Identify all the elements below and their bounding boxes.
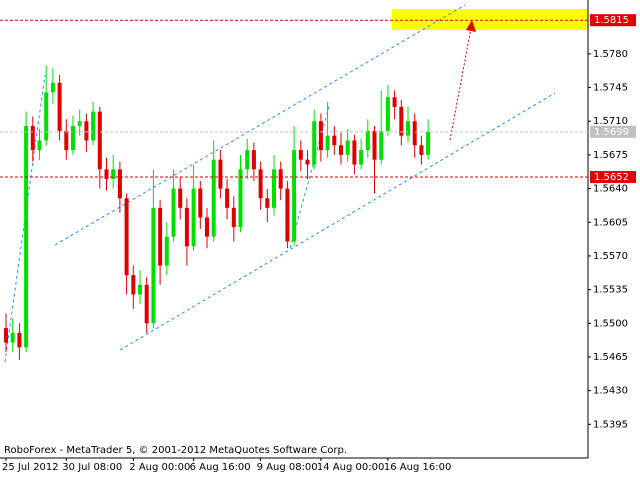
- candle-body: [111, 169, 116, 179]
- candle-body: [205, 217, 209, 237]
- candle-body: [298, 150, 303, 160]
- candle-body: [379, 130, 384, 160]
- candle-body: [352, 140, 357, 165]
- candle-body: [332, 135, 337, 146]
- candle-body: [4, 328, 8, 343]
- candle-body: [50, 82, 55, 93]
- x-tick-label: 25 Jul 2012: [2, 462, 59, 473]
- candle-body: [372, 130, 377, 160]
- y-tick-label: 1.5570: [593, 251, 628, 262]
- candle-body: [144, 284, 149, 324]
- candle-body: [345, 140, 350, 155]
- candle-body: [184, 207, 189, 247]
- x-tick-label: 14 Aug 00:00: [317, 462, 384, 473]
- candle-body: [211, 159, 216, 237]
- candle-body: [359, 150, 364, 165]
- price-label-box: [590, 14, 636, 27]
- price-label: 1.5815: [594, 15, 629, 26]
- candle-body: [412, 121, 417, 146]
- candle-body: [44, 92, 49, 141]
- y-tick-label: 1.5780: [593, 49, 628, 60]
- candle-body: [272, 169, 276, 208]
- y-tick-label: 1.5500: [593, 318, 628, 329]
- candle-body: [426, 131, 431, 155]
- x-tick-label: 2 Aug 00:00: [129, 462, 190, 473]
- candle-body: [238, 169, 243, 228]
- candle-body: [64, 130, 69, 151]
- candle-body: [191, 188, 196, 247]
- candle-body: [258, 169, 263, 199]
- candle-body: [171, 188, 176, 237]
- target-zone: [392, 9, 588, 30]
- price-label: 1.5652: [594, 172, 629, 183]
- candle-body: [30, 126, 35, 151]
- y-tick-label: 1.5465: [593, 352, 628, 363]
- footer: RoboForex - MetaTrader 5, © 2001-2012 Me…: [4, 445, 347, 456]
- candle-body: [365, 130, 370, 151]
- candle-body: [225, 188, 230, 208]
- candle-body: [71, 126, 75, 151]
- candle-body: [265, 198, 270, 208]
- candle-body: [57, 82, 62, 131]
- x-tick-label: 9 Aug 08:00: [257, 462, 318, 473]
- y-tick-label: 1.5640: [593, 184, 628, 195]
- candle-body: [318, 121, 323, 151]
- candle-body: [124, 198, 129, 276]
- y-tick-label: 1.5395: [593, 419, 628, 430]
- y-tick-label: 1.5535: [593, 285, 628, 296]
- y-tick-label: 1.5710: [593, 116, 628, 127]
- x-tick-label: 16 Aug 16:00: [384, 462, 451, 473]
- candle-body: [24, 126, 29, 348]
- candle-body: [419, 145, 424, 155]
- candle-body: [385, 97, 390, 131]
- price-label-box: [590, 125, 636, 138]
- candle-body: [251, 150, 256, 170]
- candle-body: [218, 159, 223, 189]
- x-tick-label: 30 Jul 08:00: [62, 462, 122, 473]
- price-label: 1.5699: [594, 127, 629, 138]
- y-tick-label: 1.5745: [593, 83, 628, 94]
- y-tick-label: 1.5605: [593, 217, 628, 228]
- candle-body: [231, 207, 236, 228]
- candle-body: [339, 145, 343, 155]
- candle-body: [292, 150, 297, 242]
- candle-body: [198, 188, 203, 218]
- price-label-box: [590, 171, 636, 184]
- candle-body: [399, 106, 404, 136]
- candle-body: [178, 188, 183, 208]
- candle-body: [97, 111, 102, 170]
- candle-body: [406, 121, 410, 136]
- candle-body: [392, 97, 397, 107]
- candle-body: [305, 159, 310, 165]
- candle-body: [91, 111, 96, 141]
- candle-body: [84, 121, 89, 141]
- candle-body: [117, 169, 122, 199]
- candle-body: [325, 135, 330, 151]
- candle-body: [77, 121, 82, 127]
- candle-body: [10, 332, 15, 343]
- y-tick-label: 1.5430: [593, 386, 628, 397]
- candle-body: [104, 169, 109, 179]
- candle-body: [37, 140, 42, 151]
- candle-body: [17, 332, 22, 348]
- x-tick-label: 6 Aug 16:00: [190, 462, 251, 473]
- candle-body: [164, 236, 169, 266]
- candle-body: [131, 275, 136, 295]
- y-tick-label: 1.5675: [593, 150, 628, 161]
- candle-body: [245, 150, 250, 170]
- candle-body: [285, 188, 290, 242]
- candle-body: [158, 207, 163, 266]
- candle-body: [138, 284, 142, 295]
- candle-body: [151, 207, 156, 324]
- candle-body: [278, 169, 283, 189]
- candle-body: [312, 121, 317, 165]
